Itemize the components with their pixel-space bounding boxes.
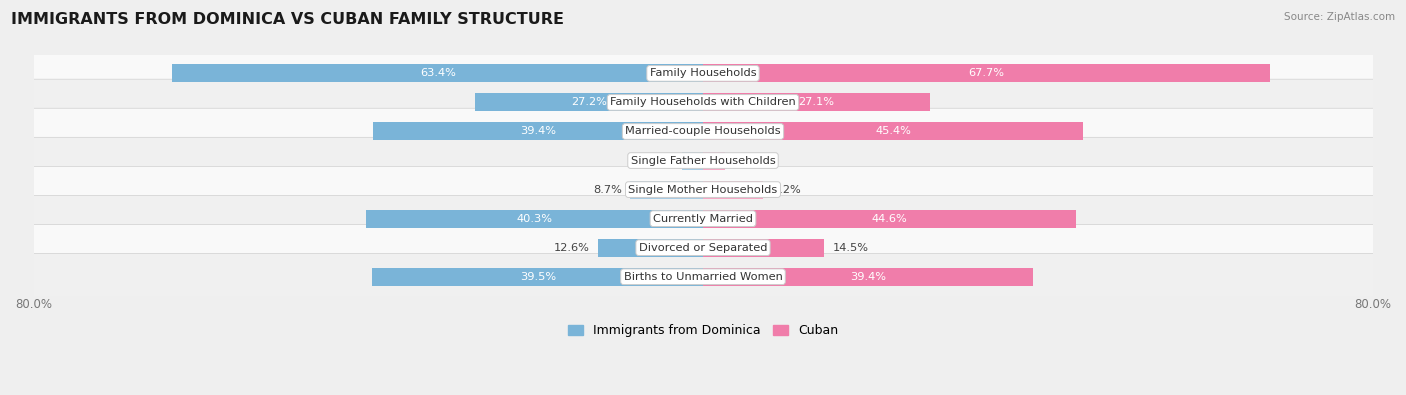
- Bar: [373, 122, 703, 141]
- Bar: [366, 210, 703, 228]
- Text: 63.4%: 63.4%: [420, 68, 456, 78]
- FancyBboxPatch shape: [27, 224, 1379, 271]
- Bar: [173, 64, 703, 83]
- Bar: [703, 64, 1270, 83]
- FancyBboxPatch shape: [27, 50, 1379, 97]
- Text: Married-couple Households: Married-couple Households: [626, 126, 780, 137]
- Text: Family Households with Children: Family Households with Children: [610, 98, 796, 107]
- Text: 27.2%: 27.2%: [571, 98, 607, 107]
- Text: Divorced or Separated: Divorced or Separated: [638, 243, 768, 253]
- FancyBboxPatch shape: [27, 166, 1379, 213]
- Text: 40.3%: 40.3%: [516, 214, 553, 224]
- FancyBboxPatch shape: [27, 108, 1379, 155]
- Text: Family Households: Family Households: [650, 68, 756, 78]
- Text: 12.6%: 12.6%: [554, 243, 589, 253]
- Bar: [703, 239, 824, 257]
- Text: 44.6%: 44.6%: [872, 214, 907, 224]
- Text: 14.5%: 14.5%: [832, 243, 869, 253]
- Bar: [598, 239, 703, 257]
- Text: 39.4%: 39.4%: [849, 272, 886, 282]
- Text: 45.4%: 45.4%: [875, 126, 911, 137]
- Text: 39.5%: 39.5%: [520, 272, 555, 282]
- Bar: [630, 181, 703, 199]
- FancyBboxPatch shape: [27, 196, 1379, 242]
- Text: 27.1%: 27.1%: [799, 98, 834, 107]
- Text: 39.4%: 39.4%: [520, 126, 557, 137]
- Bar: [373, 268, 703, 286]
- Text: 67.7%: 67.7%: [969, 68, 1004, 78]
- FancyBboxPatch shape: [27, 137, 1379, 184]
- FancyBboxPatch shape: [27, 79, 1379, 126]
- Text: Births to Unmarried Women: Births to Unmarried Women: [624, 272, 782, 282]
- Text: 7.2%: 7.2%: [772, 184, 800, 195]
- Bar: [703, 181, 763, 199]
- Text: IMMIGRANTS FROM DOMINICA VS CUBAN FAMILY STRUCTURE: IMMIGRANTS FROM DOMINICA VS CUBAN FAMILY…: [11, 12, 564, 27]
- FancyBboxPatch shape: [27, 254, 1379, 300]
- Text: Single Father Households: Single Father Households: [631, 156, 775, 166]
- Text: 2.6%: 2.6%: [733, 156, 762, 166]
- Bar: [703, 94, 929, 111]
- Bar: [703, 210, 1076, 228]
- Bar: [703, 122, 1083, 141]
- Text: 8.7%: 8.7%: [593, 184, 621, 195]
- Legend: Immigrants from Dominica, Cuban: Immigrants from Dominica, Cuban: [562, 320, 844, 342]
- Text: 2.5%: 2.5%: [645, 156, 673, 166]
- Bar: [682, 152, 703, 169]
- Bar: [703, 152, 724, 169]
- Text: Currently Married: Currently Married: [652, 214, 754, 224]
- Bar: [703, 268, 1033, 286]
- Text: Single Mother Households: Single Mother Households: [628, 184, 778, 195]
- Text: Source: ZipAtlas.com: Source: ZipAtlas.com: [1284, 12, 1395, 22]
- Bar: [475, 94, 703, 111]
